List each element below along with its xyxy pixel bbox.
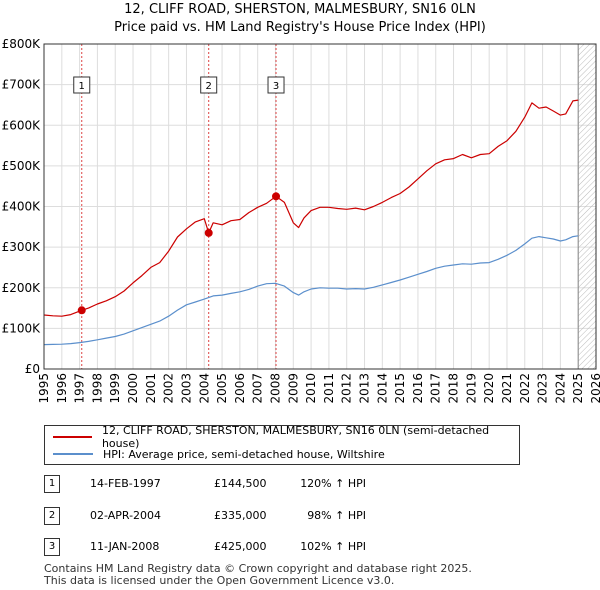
legend-hpi: HPI: Average price, semi-detached house,…	[53, 446, 385, 462]
sale-date: 11-JAN-2008	[90, 540, 160, 553]
sale-marker-label: 2	[206, 81, 212, 92]
x-tick-label: 2018	[447, 373, 461, 404]
chart-legend: 12, CLIFF ROAD, SHERSTON, MALMESBURY, SN…	[44, 424, 520, 465]
x-tick-label: 2015	[393, 373, 407, 404]
legend-property-label: 12, CLIFF ROAD, SHERSTON, MALMESBURY, SN…	[101, 424, 490, 450]
x-tick-label: 2020	[482, 373, 496, 404]
y-tick-label: £700K	[2, 78, 42, 92]
price-chart: 1 2 3 £0 £100K £200K £300K £400K £500K £600K £700K…	[2, 37, 600, 404]
y-tick-label: £300K	[2, 240, 42, 254]
x-tick-label: 2002	[162, 373, 176, 404]
chart-title-line2: Price paid vs. HM Land Registry's House …	[114, 20, 486, 35]
y-tick-label: £800K	[2, 37, 42, 51]
sale-point	[272, 192, 281, 201]
legend-property: 12, CLIFF ROAD, SHERSTON, MALMESBURY, SN…	[53, 424, 519, 450]
x-tick-label: 2006	[233, 373, 247, 404]
y-tick-label: £200K	[2, 281, 42, 295]
x-tick-label: 2016	[411, 373, 425, 404]
sale-price: £144,500	[214, 477, 267, 490]
x-tick-label: 2014	[375, 373, 389, 404]
x-tick-label: 2026	[589, 373, 600, 404]
x-tick-label: 2025	[571, 373, 585, 404]
x-tick-label: 2012	[340, 373, 354, 404]
sale-marker-box	[73, 76, 91, 94]
sale-marker-label: 3	[273, 81, 279, 92]
x-tick-label: 2008	[268, 373, 282, 404]
sale-price: £425,000	[214, 540, 267, 553]
legend-property-swatch	[53, 436, 92, 438]
sale-date: 14-FEB-1997	[90, 477, 161, 490]
sale-marker-box	[200, 76, 218, 94]
x-tick-label: 1998	[90, 373, 104, 404]
footer-copyright: Contains HM Land Registry data © Crown c…	[44, 562, 472, 575]
x-tick-label: 2009	[286, 373, 300, 404]
x-tick-label: 2007	[251, 373, 265, 404]
property-price-line	[43, 99, 579, 317]
sale-row: 3 11-JAN-2008 £425,000 102% ↑ HPI	[44, 538, 504, 556]
x-tick-label: 2010	[304, 373, 318, 404]
x-tick-label: 2003	[179, 373, 193, 404]
x-tick-label: 2011	[322, 373, 336, 404]
y-tick-label: £400K	[2, 200, 42, 214]
legend-hpi-swatch	[53, 453, 93, 455]
x-tick-label: 1997	[73, 373, 87, 404]
plot-border	[43, 43, 597, 370]
sale-number-badge: 2	[44, 507, 60, 525]
sale-hpi-change: 102% ↑ HPI	[300, 540, 366, 553]
legend-hpi-label: HPI: Average price, semi-detached house,…	[103, 447, 385, 461]
x-tick-label: 2004	[197, 373, 211, 404]
sale-date: 02-APR-2004	[90, 509, 162, 522]
footer-licence: This data is licensed under the Open Gov…	[44, 574, 395, 587]
sale-number-badge: 3	[44, 538, 60, 556]
x-tick-label: 2024	[553, 373, 567, 404]
sale-point	[77, 306, 86, 315]
sale-row: 1 14-FEB-1997 £144,500 120% ↑ HPI	[44, 475, 504, 493]
sale-price: £335,000	[214, 509, 267, 522]
sale-marker-label: 1	[79, 81, 85, 92]
hpi-line	[43, 235, 579, 346]
sale-point	[204, 228, 213, 237]
x-tick-label: 2017	[429, 373, 443, 404]
x-tick-label: 2001	[144, 373, 158, 404]
x-tick-label: 2000	[126, 373, 140, 404]
x-tick-label: 1996	[55, 373, 69, 404]
x-tick-label: 2013	[358, 373, 372, 404]
x-tick-label: 2021	[500, 373, 514, 404]
x-tick-label: 1995	[37, 373, 51, 404]
sale-row: 2 02-APR-2004 £335,000 98% ↑ HPI	[44, 507, 504, 525]
x-tick-label: 2005	[215, 373, 229, 404]
y-tick-label: £500K	[2, 159, 42, 173]
y-tick-label: £0	[25, 362, 40, 376]
future-hatched-region	[578, 44, 596, 369]
sale-hpi-change: 98% ↑ HPI	[307, 509, 366, 522]
chart-title-line1: 12, CLIFF ROAD, SHERSTON, MALMESBURY, SN…	[124, 2, 476, 17]
sale-number-badge: 1	[44, 475, 60, 493]
sale-marker-box	[267, 76, 285, 94]
x-tick-label: 2023	[536, 373, 550, 404]
x-tick-label: 2019	[464, 373, 478, 404]
x-tick-label: 2022	[518, 373, 532, 404]
y-tick-label: £600K	[2, 118, 42, 132]
y-tick-label: £100K	[2, 321, 42, 335]
x-tick-label: 1999	[108, 373, 122, 404]
sale-hpi-change: 120% ↑ HPI	[300, 477, 366, 490]
